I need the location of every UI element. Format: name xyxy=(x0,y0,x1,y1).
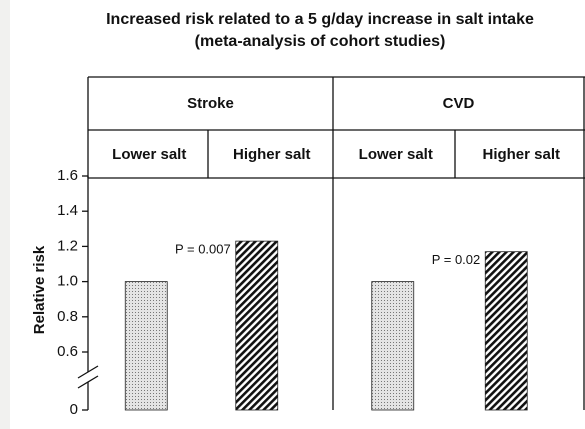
y-tick-label: 0 xyxy=(70,401,78,418)
axis-break xyxy=(77,365,99,379)
group-label: CVD xyxy=(443,95,475,112)
chart-subtitle: (meta-analysis of cohort studies) xyxy=(195,33,446,50)
category-label: Higher salt xyxy=(233,146,311,163)
y-tick-label: 1.0 xyxy=(57,273,78,290)
bar xyxy=(484,251,528,411)
chart-title: Increased risk related to a 5 g/day incr… xyxy=(106,11,534,28)
bar xyxy=(235,240,279,411)
side-strip xyxy=(0,0,10,429)
category-label: Higher salt xyxy=(482,146,560,163)
category-label: Lower salt xyxy=(359,146,433,163)
frame xyxy=(87,76,585,410)
category-label: Lower salt xyxy=(112,146,186,163)
axis-break xyxy=(77,375,99,389)
y-tick-label: 1.2 xyxy=(57,237,78,254)
group-label: Stroke xyxy=(187,95,234,112)
annotation: P = 0.007 xyxy=(175,242,231,257)
y-tick-label: 0.6 xyxy=(57,343,78,360)
bar xyxy=(371,281,415,411)
y-axis-label: Relative risk xyxy=(31,245,48,334)
y-tick-label: 1.6 xyxy=(57,167,78,184)
y-tick-label: 0.8 xyxy=(57,308,78,325)
bar xyxy=(124,281,168,411)
y-tick-label: 1.4 xyxy=(57,202,78,219)
annotation: P = 0.02 xyxy=(432,252,481,267)
